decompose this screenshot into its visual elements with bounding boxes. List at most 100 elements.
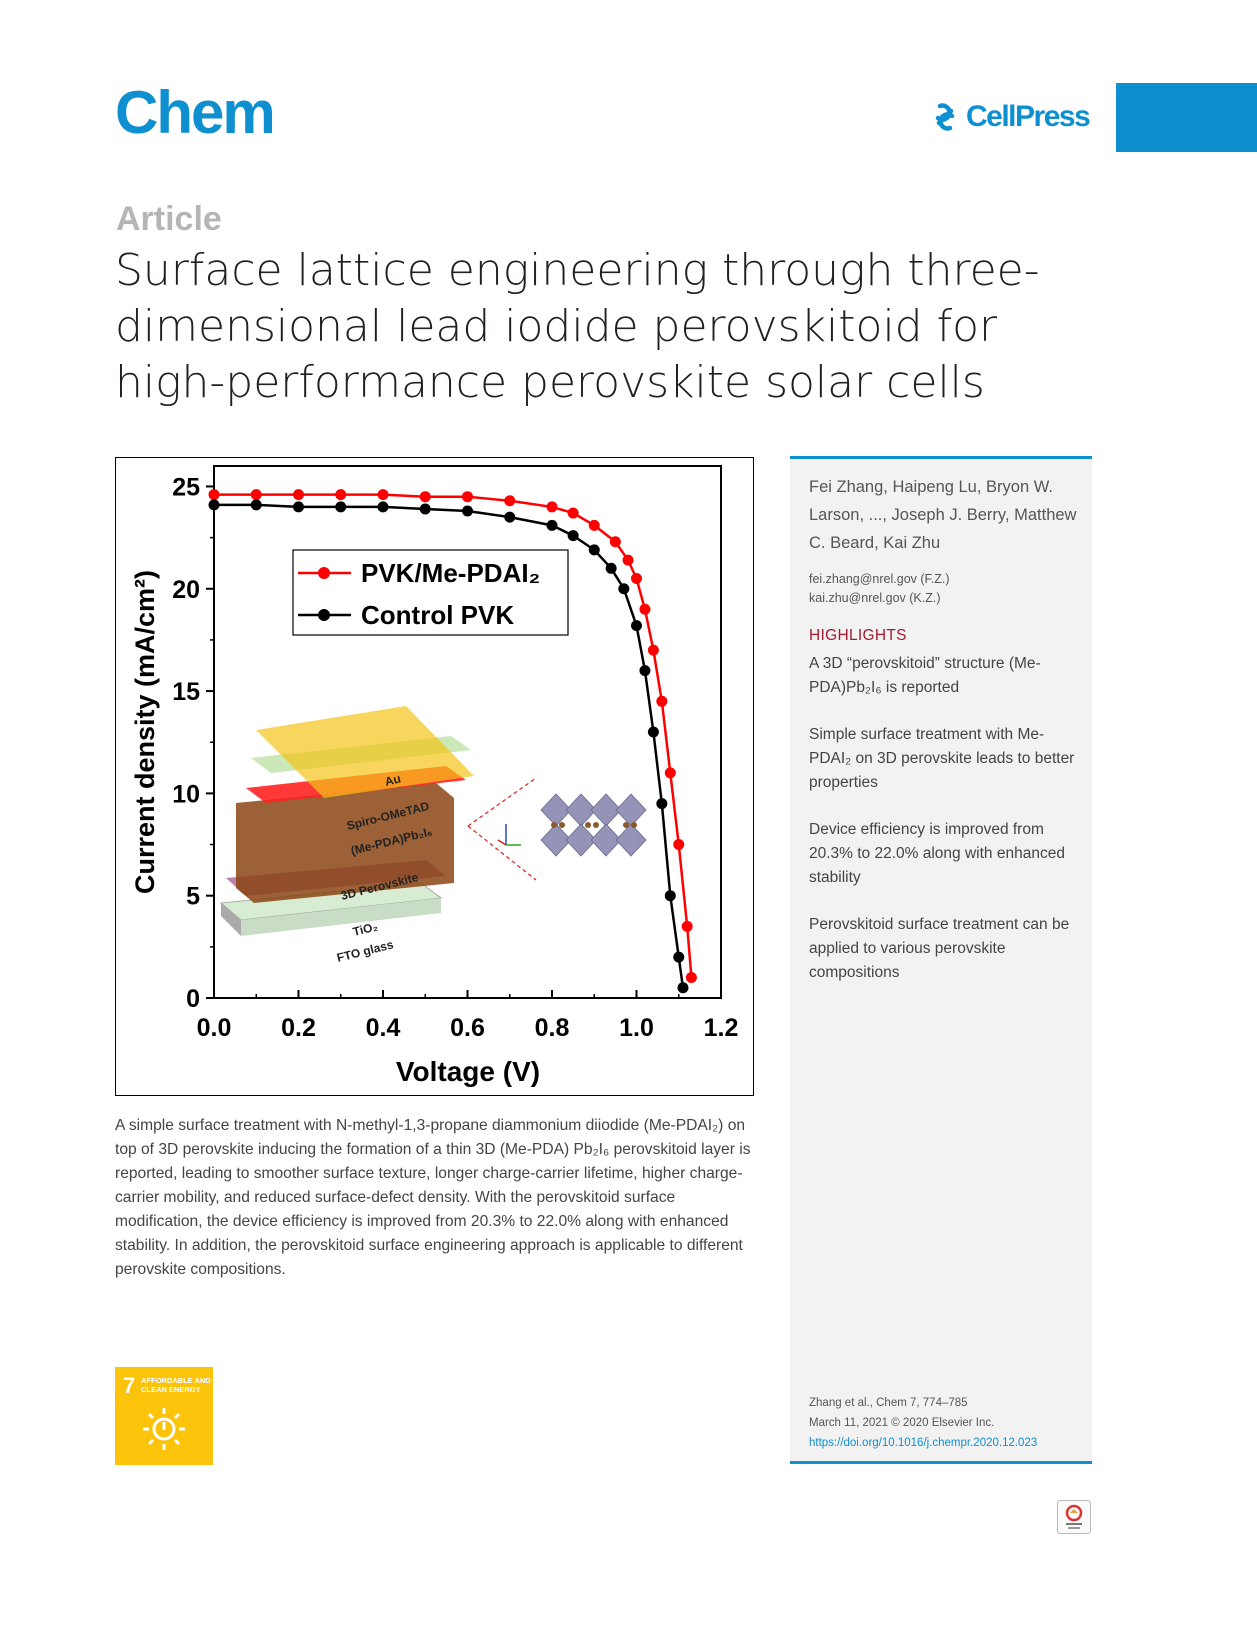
legend-label-series-2: Control PVK xyxy=(361,600,514,630)
data-point-series-2 xyxy=(647,726,659,738)
graphical-abstract: 0.0 0.2 0.4 0.6 0.8 1.0 1.2 0 5 10 15 20 25 Au Spiro… xyxy=(115,457,754,1096)
sun-power-icon xyxy=(143,1408,185,1450)
x-tick-label: 1.0 xyxy=(619,1014,654,1042)
crystal-structure-inset xyxy=(467,777,647,881)
highlight-item: Simple surface treatment with Me-PDAI₂ o… xyxy=(809,726,1075,791)
y-tick-label: 10 xyxy=(172,780,200,808)
citation-line: March 11, 2021 © 2020 Elsevier Inc. xyxy=(809,1417,995,1429)
sdg-number: 7 xyxy=(123,1373,136,1398)
data-point-series-1 xyxy=(462,491,473,503)
abstract-text: A simple surface treatment with N-methyl… xyxy=(115,1117,751,1278)
data-point-series-1 xyxy=(588,519,600,531)
sdg-7-badge: 7 AFFORDABLE AND CLEAN ENERGY xyxy=(115,1367,213,1465)
publisher-name: CellPress xyxy=(966,100,1091,133)
legend-label-series-1: PVK/Me-PDAI₂ xyxy=(361,558,540,588)
article-type: Article xyxy=(116,200,222,238)
data-point-series-1 xyxy=(335,489,347,501)
layer-fto-side xyxy=(221,903,241,936)
article-sidebar: Fei Zhang, Haipeng Lu, Bryon W. Larson, … xyxy=(790,456,1092,1464)
publisher-logo: CellPress xyxy=(928,100,1091,134)
data-point-series-2 xyxy=(419,503,431,515)
data-point-series-2 xyxy=(377,501,389,513)
sdg-label: AFFORDABLE AND CLEAN ENERGY xyxy=(141,1376,211,1394)
data-point-series-1 xyxy=(673,839,685,851)
y-tick-label: 15 xyxy=(172,678,200,706)
x-tick-label: 0.4 xyxy=(366,1014,401,1042)
x-tick-label: 0.2 xyxy=(281,1014,316,1042)
data-point-series-2 xyxy=(673,951,685,963)
data-point-series-1 xyxy=(567,507,579,519)
data-point-series-1 xyxy=(504,495,516,507)
layer-au xyxy=(256,706,474,798)
data-point-series-1 xyxy=(622,554,634,566)
data-point-series-2 xyxy=(335,501,347,513)
data-point-series-1 xyxy=(685,972,697,984)
data-point-series-2 xyxy=(293,501,304,513)
data-point-series-2 xyxy=(462,505,473,517)
data-point-series-1 xyxy=(631,573,642,585)
cellpress-icon xyxy=(935,103,955,131)
doi-link[interactable]: https://doi.org/10.1016/j.chempr.2020.12… xyxy=(809,1437,1038,1449)
data-point-series-2 xyxy=(588,544,600,556)
data-point-series-2 xyxy=(656,798,668,810)
data-point-series-1 xyxy=(639,603,651,615)
layer-fto-front xyxy=(241,898,441,936)
article-title: Surface lattice engineering through thre… xyxy=(115,245,1040,408)
inset-label-tio2: TiO₂ xyxy=(351,919,379,939)
highlight-item: Perovskitoid surface treatment can be ap… xyxy=(809,916,1070,981)
data-point-series-2 xyxy=(677,982,689,994)
data-point-series-1 xyxy=(419,491,431,503)
x-tick-label: 0.8 xyxy=(535,1014,570,1042)
data-point-series-2 xyxy=(605,562,617,574)
citation-block: Zhang et al., Chem 7, 774–785 March 11, … xyxy=(809,1393,1037,1453)
data-point-series-1 xyxy=(250,489,262,501)
x-tick-label: 0.6 xyxy=(450,1014,485,1042)
inset-label-au: Au xyxy=(383,771,402,788)
inset-label-fto: FTO glass xyxy=(335,937,395,965)
legend-box xyxy=(292,549,569,636)
citation-line: Zhang et al., Chem 7, 774–785 xyxy=(809,1397,968,1409)
email-link[interactable]: kai.zhu@nrel.gov (K.Z.) xyxy=(809,591,941,605)
y-tick-label: 20 xyxy=(172,576,200,604)
data-point-series-1 xyxy=(681,920,693,932)
highlights-list: A 3D “perovskitoid” structure (Me-PDA)Pb… xyxy=(809,652,1079,1008)
check-for-updates-button[interactable] xyxy=(1057,1500,1091,1534)
highlights-heading: HIGHLIGHTS xyxy=(809,627,907,644)
data-point-series-2 xyxy=(664,890,676,902)
legend-marker-series-2 xyxy=(318,609,330,621)
data-point-series-1 xyxy=(208,489,220,501)
layer-3d-perovskite xyxy=(236,783,454,903)
check-for-updates-icon xyxy=(1065,1504,1083,1529)
data-point-series-1 xyxy=(293,489,304,501)
series-line-2 xyxy=(214,503,685,988)
data-point-series-2 xyxy=(208,499,220,511)
data-point-series-2 xyxy=(546,519,558,531)
author-list: Fei Zhang, Haipeng Lu, Bryon W. Larson, … xyxy=(809,478,1077,552)
email-link[interactable]: fei.zhang@nrel.gov (F.Z.) xyxy=(809,572,950,586)
device-stack-inset: Au Spiro-OMeTAD (Me-PDA)Pb₂I₆ 3D Perovsk… xyxy=(220,706,474,965)
x-tick-label: 0.0 xyxy=(197,1014,232,1042)
y-axis-title: Current density (mA/cm²) xyxy=(130,570,160,894)
data-point-series-2 xyxy=(631,620,642,632)
data-point-series-2 xyxy=(618,583,630,595)
highlight-item: Device efficiency is improved from 20.3%… xyxy=(809,821,1065,886)
journal-logo: Chem xyxy=(115,79,276,146)
jv-curve-chart: 0.0 0.2 0.4 0.6 0.8 1.0 1.2 0 5 10 15 20 25 Au Spiro… xyxy=(130,465,739,1087)
data-point-series-1 xyxy=(656,695,668,707)
data-point-series-2 xyxy=(639,665,651,677)
x-axis-title: Voltage (V) xyxy=(396,1056,540,1087)
y-tick-label: 25 xyxy=(172,473,200,501)
x-tick-label: 1.2 xyxy=(704,1014,739,1042)
highlight-item: A 3D “perovskitoid” structure (Me-PDA)Pb… xyxy=(809,655,1041,696)
data-point-series-1 xyxy=(546,501,558,513)
corner-color-tab xyxy=(1116,83,1257,152)
data-point-series-1 xyxy=(609,536,621,548)
legend-marker-series-1 xyxy=(318,567,330,579)
y-tick-label: 5 xyxy=(186,883,200,911)
data-point-series-2 xyxy=(504,511,516,523)
data-point-series-1 xyxy=(664,767,676,779)
data-point-series-2 xyxy=(250,499,262,511)
y-tick-label: 0 xyxy=(186,985,200,1013)
data-point-series-1 xyxy=(377,489,389,501)
chart-legend: PVK/Me-PDAI₂ Control PVK xyxy=(292,549,569,636)
